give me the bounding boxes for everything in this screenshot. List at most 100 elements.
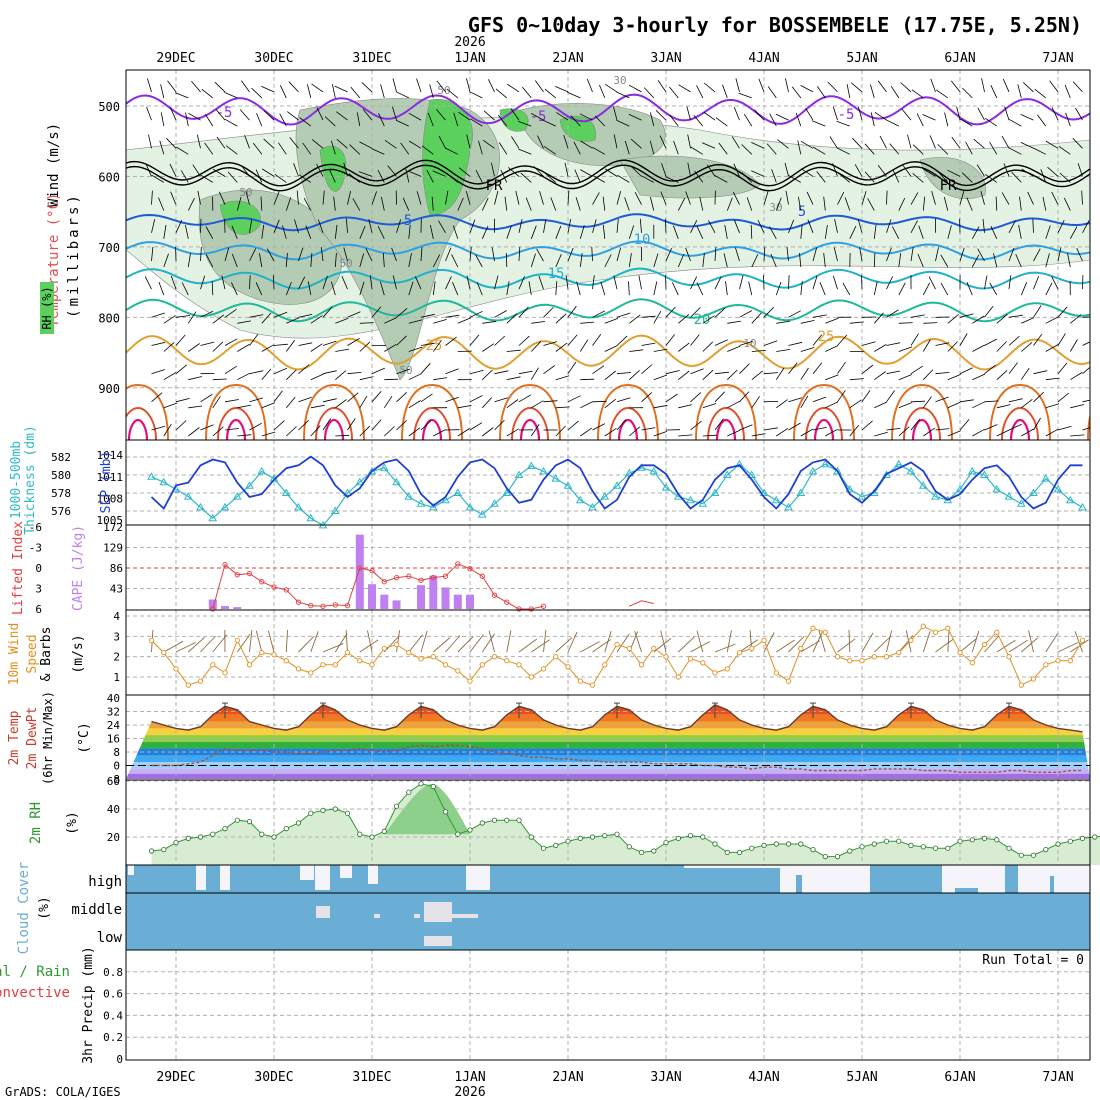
thickness-point-63 <box>918 481 928 489</box>
wind10-barb-40 <box>634 630 642 653</box>
wind-barb-267 <box>392 275 397 290</box>
wind-barb-853 <box>947 314 959 324</box>
wind-barb-967 <box>1057 220 1065 233</box>
wind-barb-236 <box>359 141 373 149</box>
wind-barb-885 <box>977 107 985 121</box>
wind-barb-478 <box>592 365 605 375</box>
wind10-barb-48 <box>739 639 758 653</box>
wind10-point-49 <box>749 645 755 652</box>
cloud-gap-2 <box>220 865 230 890</box>
cape-bar-7 <box>417 585 425 609</box>
wind-barb-26 <box>167 80 177 93</box>
wind-barb-912 <box>1001 135 1010 149</box>
rh2m-point-75 <box>1067 838 1073 844</box>
wind-barb-187 <box>317 219 324 233</box>
rh2m-point-19 <box>381 828 387 835</box>
wind-barb-720 <box>824 224 828 239</box>
hot-loop-5 <box>597 383 659 440</box>
wind10-barb-63 <box>922 630 931 653</box>
thickness-point-68 <box>980 470 989 478</box>
wind-barb-724 <box>825 345 839 352</box>
wind-barb-449 <box>565 275 569 290</box>
wind-barb-157 <box>287 111 299 121</box>
wind-barb-883 <box>972 428 985 437</box>
rh-region-high-2 <box>319 145 347 192</box>
wind-barb-450 <box>567 305 577 318</box>
rh2m-point-55 <box>822 853 828 860</box>
wind-barb-376 <box>494 419 505 431</box>
wind-barb-606 <box>714 307 726 318</box>
thickness-point-36 <box>588 502 597 511</box>
wind-barb-162 <box>298 247 304 262</box>
wind-barb-9 <box>151 341 166 346</box>
lifted-tick-3: 3 <box>35 583 42 596</box>
wind10-barb-35 <box>580 641 600 653</box>
label-freezing-a: FR <box>486 178 503 194</box>
lifted-tick--6: -6 <box>29 521 42 534</box>
thickness-point-76 <box>1078 502 1087 511</box>
bottom-date-labels: 29DEC 30DEC 31DEC 1JAN 2JAN 3JAN 4JAN 5JAN 6JAN 7… <box>156 1070 1073 1085</box>
wind-barb-144 <box>279 113 287 127</box>
wind-barb-103 <box>237 434 252 437</box>
wind-barb-86 <box>224 308 237 318</box>
wind-barb-374 <box>494 370 509 375</box>
wind-barb-499 <box>616 218 619 233</box>
rh2m-tick-20: 20 <box>107 831 120 844</box>
wind-barb-600 <box>702 142 716 149</box>
wind-barb-464 <box>579 339 589 352</box>
wind-barb-271 <box>396 392 407 403</box>
wind-barb-642 <box>750 224 753 239</box>
wind-barb-365 <box>483 110 495 121</box>
wind10-point-75 <box>1067 658 1073 664</box>
wind-barb-890 <box>977 248 985 262</box>
temp-labels: 2m Temp 2m DewPt (6hr Min/Max) (°C) <box>7 691 92 785</box>
wind-barb-161 <box>294 219 299 233</box>
rh2m-point-47 <box>724 849 730 856</box>
wind-barb-913 <box>1003 163 1010 177</box>
cloud-gap-9 <box>780 865 796 875</box>
wind-barb-125 <box>261 312 272 324</box>
wind-barb-591 <box>702 253 705 268</box>
wind-barb-278 <box>408 224 411 239</box>
wind-barb-950 <box>1037 114 1047 127</box>
wind-barb-442 <box>555 86 569 93</box>
rh2m-point-39 <box>626 844 632 850</box>
wind-barb-983 <box>1070 314 1082 324</box>
wind-barb-798 <box>891 226 900 239</box>
wind10-point-61 <box>896 649 902 656</box>
wind-barb-970 <box>1057 306 1068 318</box>
wind-barb-91 <box>224 92 238 99</box>
wind-barb-886 <box>973 138 985 149</box>
wind-barb-348 <box>469 369 484 375</box>
precip-label-b: Convective <box>0 985 70 1001</box>
rh2m-point-25 <box>455 831 461 837</box>
wind-barb-486 <box>602 224 606 239</box>
wind-barb-832 <box>930 78 936 93</box>
wind10-point-43 <box>675 674 681 680</box>
wind10-point-42 <box>663 654 669 660</box>
wind-barb-708 <box>812 247 818 262</box>
temp2m-tick-24: 24 <box>107 719 121 732</box>
wind10-barb-31 <box>531 639 550 653</box>
wind-barb-429 <box>544 88 557 99</box>
wind-barb-377 <box>495 88 508 99</box>
wind-barb-277 <box>402 197 410 211</box>
wind-barb-577 <box>690 220 698 233</box>
cape-bar-10 <box>453 594 462 609</box>
wind-barb-469 <box>579 113 593 121</box>
wind-barb-115 <box>249 397 264 403</box>
wind-barb-997 <box>1082 341 1090 346</box>
wind-barb-869 <box>959 399 974 403</box>
rh2m-point-46 <box>712 841 718 847</box>
wind10-point-34 <box>565 664 571 670</box>
thickness-point-69 <box>992 484 1002 493</box>
wind-barb-38 <box>175 420 187 431</box>
wind-barb-816 <box>910 365 924 375</box>
wind10-barb-69 <box>996 639 1016 653</box>
wind10-barb-25 <box>457 636 474 653</box>
wind-barb-457 <box>573 141 581 155</box>
wind10-point-40 <box>638 662 645 668</box>
thickness-tick-576: 576 <box>51 505 71 518</box>
wind-barb-545 <box>653 431 668 437</box>
wind-barb-737 <box>837 334 848 346</box>
